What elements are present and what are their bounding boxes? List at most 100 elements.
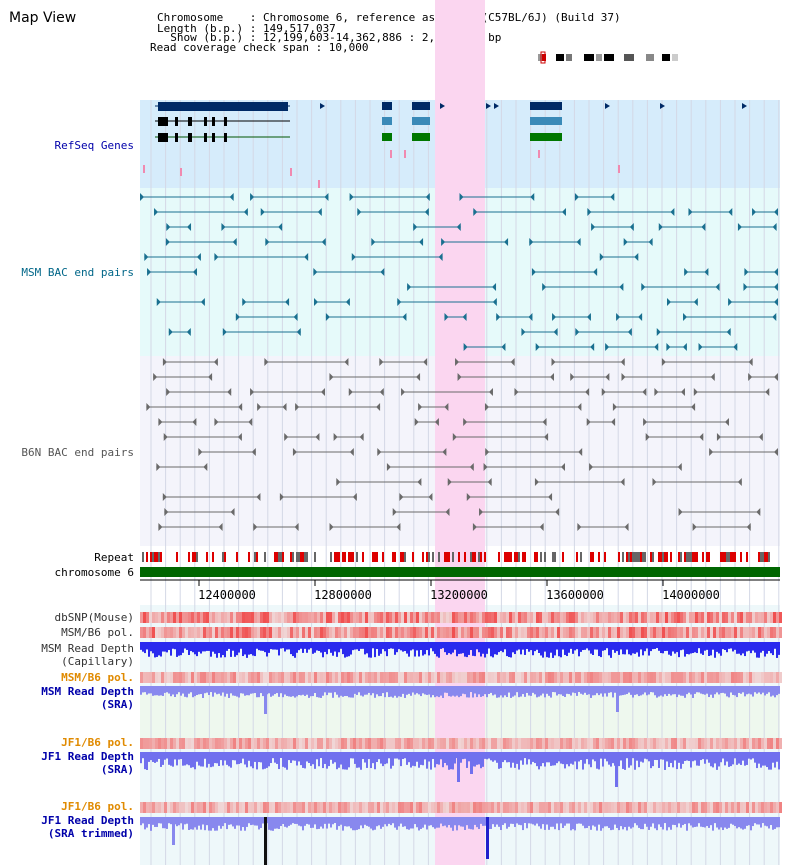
- jf1-depth: [424, 752, 426, 760]
- jf1-depth: [550, 752, 552, 766]
- msm-pol-cell: [746, 627, 749, 638]
- msm-bac-pair-end: [574, 193, 579, 201]
- b6n-bac-pair-end: [203, 463, 208, 471]
- msm-pol2-cell: [701, 672, 704, 683]
- msm-pol-cell: [344, 627, 347, 638]
- dbsnp-cell: [407, 612, 410, 623]
- msm-cap-depth: [208, 642, 210, 651]
- repeat-segment: [404, 552, 406, 562]
- msm-pol-cell: [713, 627, 716, 638]
- jf1-depth: [474, 752, 476, 767]
- msm-pol2-cell: [374, 672, 377, 683]
- jf1-trim-depth: [456, 817, 458, 831]
- jf1-depth: [678, 752, 680, 763]
- msm-pol2-cell: [287, 672, 290, 683]
- msm-pol-cell: [314, 627, 317, 638]
- msm-sra-depth: [424, 686, 426, 695]
- jf1-pol2-cell: [638, 802, 641, 813]
- msm-sra-depth: [208, 686, 210, 696]
- msm-pol-cell: [485, 627, 488, 638]
- jf1-trim-depth: [634, 817, 636, 824]
- jf1-trim-depth: [210, 817, 212, 831]
- repeat-segment: [402, 552, 404, 562]
- jf1-pol2-cell: [383, 802, 386, 813]
- jf1-trim-depth: [672, 817, 674, 825]
- jf1-trim-depth: [344, 817, 346, 827]
- msm-pol-cell: [440, 627, 443, 638]
- jf1-trim-depth: [406, 817, 408, 830]
- jf1-depth: [536, 752, 538, 767]
- jf1-trim-depth: [380, 817, 382, 829]
- jf1-pol2-cell: [512, 802, 515, 813]
- jf1-depth: [416, 752, 418, 762]
- gene-exon: [224, 133, 227, 142]
- jf1-depth: [304, 752, 306, 769]
- msm-pol2-cell: [512, 672, 515, 683]
- msm-pol2-cell: [185, 672, 188, 683]
- jf1-trim-depth: [656, 817, 658, 831]
- msm-sra-depth: [156, 686, 158, 696]
- msm-bac-pair-end: [456, 223, 461, 231]
- dbsnp-cell: [557, 612, 560, 623]
- dbsnp-cell: [608, 612, 611, 623]
- jf1-trim-depth: [218, 817, 220, 826]
- jf1-trim-depth: [722, 817, 724, 831]
- jf1-pol2-cell: [302, 802, 305, 813]
- msm-pol-cell: [635, 627, 638, 638]
- msm-cap-depth: [744, 642, 746, 657]
- label-jf1-trim: JF1 Read Depth: [41, 814, 134, 827]
- gene-arrow: [494, 103, 499, 109]
- msm-pol2-cell: [593, 672, 596, 683]
- jf1-depth: [656, 752, 658, 761]
- jf1-trim-depth: [304, 817, 306, 826]
- msm-pol-cell: [650, 627, 653, 638]
- repeat-segment: [372, 552, 374, 562]
- jf1-pol-cell: [701, 738, 704, 749]
- jf1-trim-depth: [250, 817, 252, 826]
- jf1-depth: [222, 752, 224, 766]
- msm-pol2-cell: [713, 672, 716, 683]
- jf1-pol2-cell: [443, 802, 446, 813]
- msm-sra-depth: [302, 686, 304, 695]
- jf1-trim-depth-spike: [172, 817, 175, 845]
- msm-pol2-cell: [404, 672, 407, 683]
- jf1-pol-cell: [407, 738, 410, 749]
- msm-cap-depth: [454, 642, 456, 650]
- msm-pol-cell: [506, 627, 509, 638]
- msm-sra-depth: [674, 686, 676, 695]
- msm-cap-depth: [150, 642, 152, 652]
- msm-cap-depth: [720, 642, 722, 656]
- label-refseq: RefSeq Genes: [54, 139, 134, 152]
- msm-sra-depth: [444, 686, 446, 693]
- jf1-trim-depth: [388, 817, 390, 824]
- dbsnp-cell: [416, 612, 419, 623]
- jf1-pol2-cell: [140, 802, 143, 813]
- jf1-depth: [446, 752, 448, 766]
- jf1-depth: [612, 752, 614, 764]
- msm-pol2-cell: [584, 672, 587, 683]
- b6n-bac-pair-end: [376, 403, 381, 411]
- jf1-pol2-cell: [455, 802, 458, 813]
- b6n-bac-pair-end: [578, 448, 583, 456]
- dbsnp-cell: [365, 612, 368, 623]
- msm-pol-cell: [347, 627, 350, 638]
- msm-cap-depth: [368, 642, 370, 658]
- jf1-trim-depth: [674, 817, 676, 826]
- jf1-trim-depth: [548, 817, 550, 830]
- dbsnp-cell: [149, 612, 152, 623]
- msm-sra-depth: [548, 686, 550, 696]
- jf1-pol-cell: [533, 738, 536, 749]
- jf1-pol-cell: [593, 738, 596, 749]
- jf1-trim-depth: [222, 817, 224, 827]
- msm-cap-depth: [276, 642, 278, 650]
- msm-sra-depth: [668, 686, 670, 694]
- jf1-pol-cell: [224, 738, 227, 749]
- jf1-depth: [282, 752, 284, 767]
- msm-pol-cell: [575, 627, 578, 638]
- jf1-pol2-cell: [326, 802, 329, 813]
- jf1-depth: [664, 752, 666, 770]
- msm-pol2-cell: [671, 672, 674, 683]
- b6n-bac-pair-end: [774, 448, 778, 456]
- jf1-depth: [234, 752, 236, 761]
